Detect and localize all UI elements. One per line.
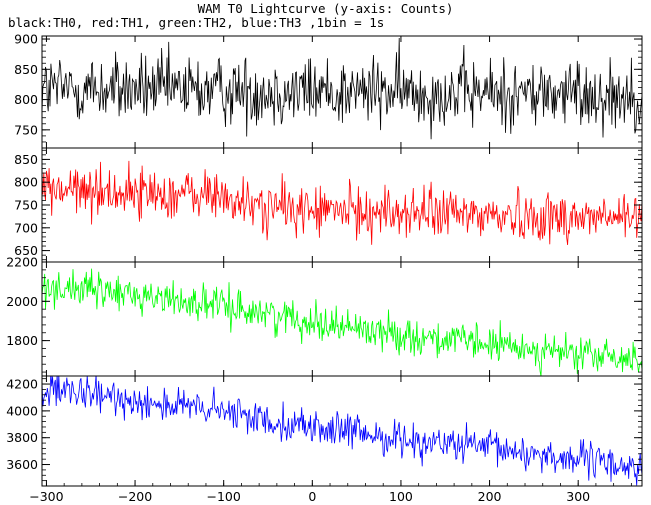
y-tick-label: 900	[14, 32, 38, 47]
y-tick-label: 4000	[6, 403, 38, 418]
x-tick-label: 300	[566, 489, 590, 504]
panel-TH3: 3600 3800 4000 4200	[6, 375, 643, 487]
y-tick-label: 850	[14, 152, 38, 167]
y-tick-label: 1800	[6, 333, 38, 348]
y-tick-label: 4200	[6, 377, 38, 392]
series-TH1-line	[42, 160, 642, 246]
y-tick-label: 750	[14, 198, 38, 213]
y-tick-label: 3800	[6, 430, 38, 445]
x-tick-label: −200	[118, 489, 152, 504]
y-tick-label: 650	[14, 243, 38, 258]
y-tick-label: 850	[14, 62, 38, 77]
x-tick-label: 0	[308, 489, 316, 504]
x-tick-label: 200	[478, 489, 502, 504]
y-tick-label: 750	[14, 122, 38, 137]
x-tick-label: 100	[389, 489, 413, 504]
x-tick-label: −100	[207, 489, 241, 504]
y-tick-label: 700	[14, 220, 38, 235]
chart-subtitle: black:TH0, red:TH1, green:TH2, blue:TH3 …	[8, 15, 385, 30]
series-TH2-line	[42, 268, 642, 376]
panel-TH1: 650 700 750 800 850	[14, 147, 643, 263]
y-tick-label: 2200	[6, 255, 38, 270]
panels-group: 750 800 850 900 650 700 750 800 850 1800 2000 2200 3…	[6, 32, 643, 487]
series-TH3-line	[42, 376, 642, 486]
panel-TH0: 750 800 850 900	[14, 32, 643, 149]
x-tick-label: −300	[29, 489, 63, 504]
y-tick-label: 2000	[6, 294, 38, 309]
series-TH0-line	[42, 37, 642, 140]
y-tick-label: 3600	[6, 457, 38, 472]
y-tick-label: 800	[14, 175, 38, 190]
x-axis: −300 −200 −100 0 100 200 300	[29, 483, 632, 504]
y-tick-label: 800	[14, 92, 38, 107]
chart-title: WAM T0 Lightcurve (y-axis: Counts)	[197, 1, 454, 16]
panel-TH2: 1800 2000 2200	[6, 255, 643, 377]
panel-TH3-frame	[41, 375, 643, 487]
